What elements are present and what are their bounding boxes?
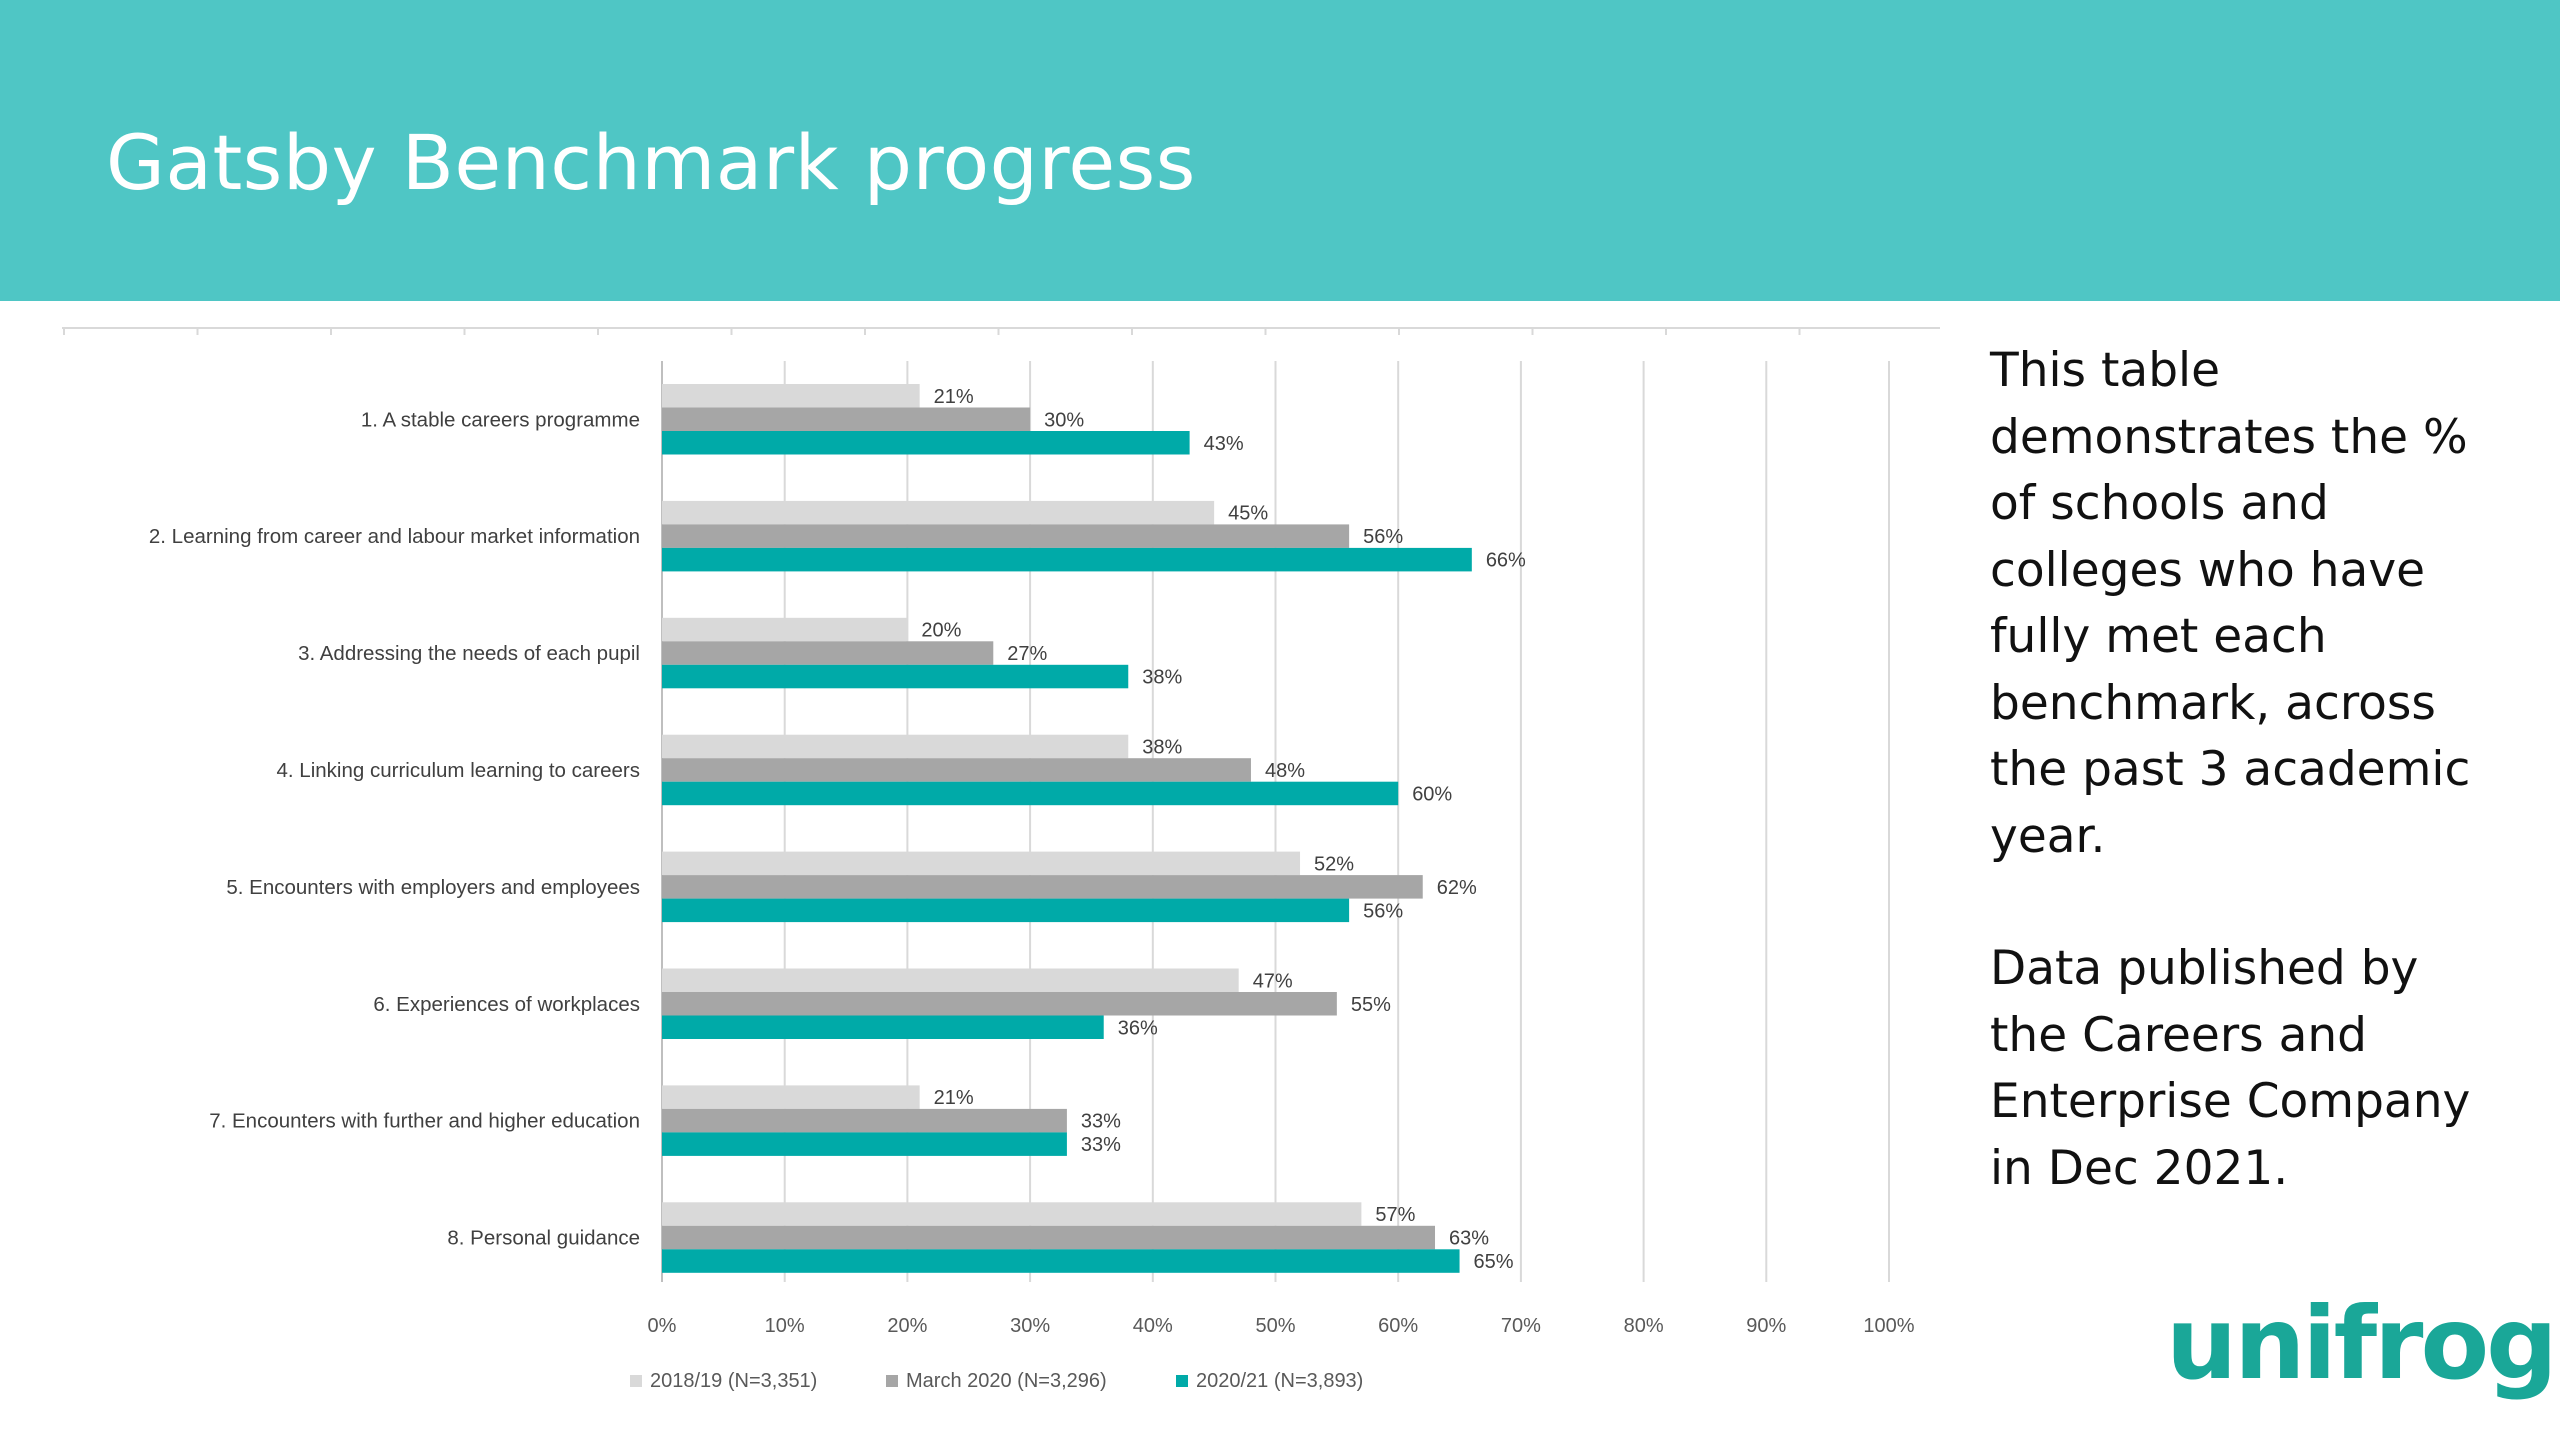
- x-tick-label: 10%: [765, 1315, 805, 1337]
- data-label: 36%: [1118, 1017, 1158, 1039]
- data-label: 65%: [1474, 1251, 1514, 1273]
- category-label: 7. Encounters with further and higher ed…: [209, 1110, 640, 1133]
- bar: [662, 641, 994, 665]
- data-label: 62%: [1437, 877, 1477, 899]
- bar: [662, 407, 1031, 431]
- data-label: 52%: [1314, 853, 1354, 875]
- data-label: 57%: [1375, 1204, 1415, 1226]
- legend-label: March 2020 (N=3,296): [906, 1370, 1107, 1392]
- x-tick-label: 100%: [1863, 1315, 1914, 1337]
- data-label: 20%: [921, 620, 961, 642]
- data-label: 21%: [934, 386, 974, 408]
- data-label: 33%: [1081, 1111, 1121, 1133]
- data-label: 55%: [1351, 994, 1391, 1016]
- x-tick-label: 20%: [887, 1315, 927, 1337]
- chart-description: This table demonstrates the % of schools…: [1990, 343, 2471, 864]
- slide-title: Gatsby Benchmark progress: [106, 118, 1196, 207]
- legend-label: 2018/19 (N=3,351): [650, 1370, 817, 1392]
- bar: [662, 524, 1350, 548]
- legend-swatch: [630, 1375, 642, 1387]
- data-label: 60%: [1412, 783, 1452, 805]
- data-label: 21%: [934, 1087, 974, 1109]
- bar: [662, 1085, 920, 1109]
- data-label: 38%: [1142, 736, 1182, 758]
- data-label: 47%: [1253, 970, 1293, 992]
- category-label: 3. Addressing the needs of each pupil: [298, 642, 640, 665]
- x-tick-label: 90%: [1746, 1315, 1786, 1337]
- bar: [662, 1249, 1460, 1273]
- data-label: 56%: [1363, 900, 1403, 922]
- data-source: Data published by the Careers and Enterp…: [1990, 941, 2471, 1196]
- side-text: This table demonstrates the % of schools…: [1990, 338, 2510, 1268]
- data-label: 56%: [1363, 526, 1403, 548]
- bar: [662, 1225, 1436, 1250]
- legend-swatch: [886, 1375, 898, 1387]
- category-label: 6. Experiences of workplaces: [373, 993, 640, 1016]
- category-label: 5. Encounters with employers and employe…: [226, 876, 640, 899]
- legend-swatch: [1176, 1375, 1188, 1387]
- data-label: 43%: [1204, 433, 1244, 455]
- legend-label: 2020/21 (N=3,893): [1196, 1370, 1363, 1392]
- header-banner: Gatsby Benchmark progress: [0, 0, 2560, 301]
- bar: [662, 734, 1129, 759]
- bar: [662, 431, 1190, 455]
- x-tick-label: 50%: [1255, 1315, 1295, 1337]
- data-label: 27%: [1007, 643, 1047, 665]
- category-label: 8. Personal guidance: [447, 1227, 640, 1250]
- x-tick-label: 30%: [1010, 1315, 1050, 1337]
- data-label: 48%: [1265, 760, 1305, 782]
- category-label: 1. A stable careers programme: [361, 408, 640, 431]
- data-label: 30%: [1044, 409, 1084, 431]
- data-label: 66%: [1486, 550, 1526, 572]
- category-label: 2. Learning from career and labour marke…: [149, 525, 640, 548]
- chart-area: 0% 10% 20% 30% 40% 50% 60% 70% 80% 90% 100% 1. A st…: [62, 327, 1940, 1399]
- data-label: 38%: [1142, 667, 1182, 689]
- x-tick-label: 0%: [648, 1315, 677, 1337]
- x-tick-label: 80%: [1624, 1315, 1664, 1337]
- bar: [662, 1132, 1067, 1156]
- bar: [662, 758, 1251, 782]
- bar: [662, 547, 1472, 572]
- bar: [662, 851, 1301, 876]
- data-label: 63%: [1449, 1228, 1489, 1250]
- bar: [662, 781, 1399, 806]
- bar-chart: 0% 10% 20% 30% 40% 50% 60% 70% 80% 90% 100% 1. A st…: [63, 329, 1915, 1392]
- bar: [662, 1015, 1104, 1039]
- bar: [662, 384, 920, 408]
- bar: [662, 875, 1423, 899]
- bar: [662, 664, 1129, 689]
- category-label: 4. Linking curriculum learning to career…: [277, 759, 640, 782]
- x-tick-label: 40%: [1133, 1315, 1173, 1337]
- unifrog-logo: unifrog: [2166, 1285, 2558, 1402]
- bar: [662, 898, 1350, 923]
- x-tick-label: 60%: [1378, 1315, 1418, 1337]
- bar: [662, 992, 1337, 1016]
- bar: [662, 617, 908, 642]
- data-label: 45%: [1228, 503, 1268, 525]
- bar: [662, 968, 1239, 992]
- bar: [662, 500, 1215, 525]
- bar: [662, 1108, 1067, 1133]
- x-tick-label: 70%: [1501, 1315, 1541, 1337]
- data-label: 33%: [1081, 1134, 1121, 1156]
- bar: [662, 1202, 1362, 1226]
